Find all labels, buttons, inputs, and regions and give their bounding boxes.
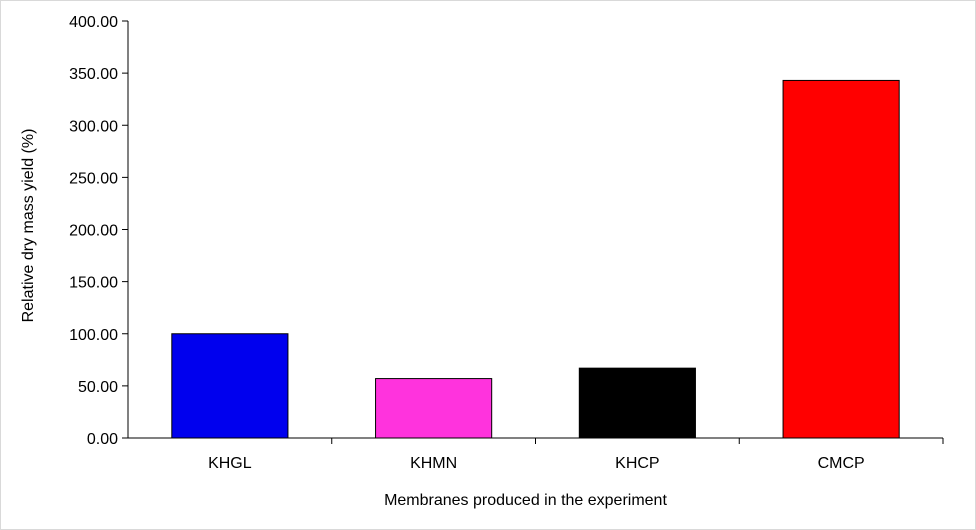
bar-cmcp xyxy=(782,79,900,439)
x-tick-label: KHCP xyxy=(615,455,659,472)
y-axis-ticks: 0.00 50.00 100.00 150.00 200.00 250.00 300.00 3… xyxy=(69,14,128,448)
y-tick-label: 150.00 xyxy=(69,275,118,292)
y-tick-label: 200.00 xyxy=(69,223,118,240)
x-axis-title: Membranes produced in the experiment xyxy=(384,492,667,509)
x-tick-label: CMCP xyxy=(818,455,865,472)
y-axis-title: Relative dry mass yield (%) xyxy=(20,129,37,323)
y-tick-label: 0.00 xyxy=(87,431,118,448)
x-tick-label: KHMN xyxy=(410,455,457,472)
bar-khgl xyxy=(171,333,289,439)
bar-khcp xyxy=(578,367,696,439)
plot-area: 0.00 50.00 100.00 150.00 200.00 250.00 300.00 3… xyxy=(69,14,944,472)
y-tick-label: 300.00 xyxy=(69,118,118,135)
x-axis-ticks: KHGL KHMN KHCP CMCP xyxy=(208,438,944,472)
y-tick-label: 350.00 xyxy=(69,66,118,83)
bars xyxy=(171,79,900,439)
y-tick-label: 50.00 xyxy=(78,379,118,396)
y-tick-label: 100.00 xyxy=(69,327,118,344)
y-tick-label: 250.00 xyxy=(69,170,118,187)
y-tick-label: 400.00 xyxy=(69,14,118,31)
bar-khmn xyxy=(375,378,493,439)
x-tick-label: KHGL xyxy=(208,455,252,472)
